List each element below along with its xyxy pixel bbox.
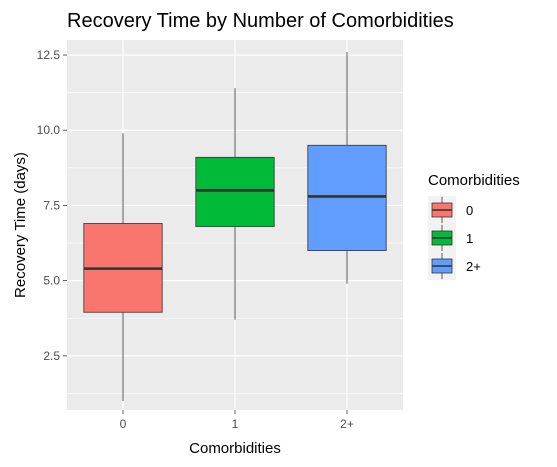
x-tick-label: 1: [232, 417, 239, 431]
y-tick-label: 10.0: [37, 123, 61, 137]
box-2+: [307, 52, 387, 284]
x-axis-title: Comorbidities: [189, 440, 281, 457]
box-0: [83, 133, 163, 401]
y-tick-label: 7.5: [43, 198, 60, 212]
box-body: [195, 156, 275, 227]
box-body: [307, 144, 387, 251]
x-tick-label: 2+: [340, 417, 354, 431]
legend-entry-1: 1: [428, 224, 473, 252]
legend-label: 0: [466, 203, 473, 218]
legend-title: Comorbidities: [428, 172, 520, 189]
legend-label: 2+: [466, 259, 481, 274]
legend: Comorbidities 0 1 2+: [428, 172, 520, 280]
legend-entry-2+: 2+: [428, 252, 481, 280]
legend-entry-0: 0: [428, 196, 473, 224]
chart-title: Recovery Time by Number of Comorbidities: [67, 10, 454, 32]
legend-label: 1: [466, 231, 473, 246]
boxes: [83, 52, 387, 401]
y-axis-title: Recovery Time (days): [12, 152, 29, 298]
x-axis: 0 1 2+: [120, 410, 354, 431]
y-axis: 2.5 5.0 7.5 10.0 12.5: [37, 48, 67, 363]
y-tick-label: 5.0: [43, 274, 60, 288]
box-1: [195, 88, 275, 320]
y-tick-label: 2.5: [43, 349, 60, 363]
y-tick-label: 12.5: [37, 48, 61, 62]
x-tick-label: 0: [120, 417, 127, 431]
